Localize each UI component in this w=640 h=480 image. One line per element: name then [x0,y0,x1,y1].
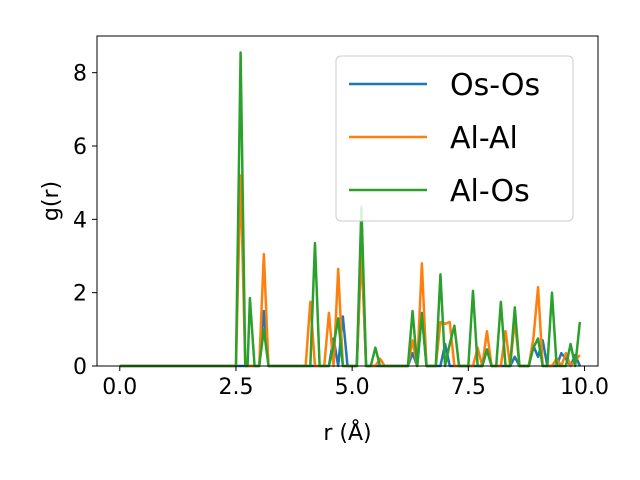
x-tick-label: 5.0 [335,375,370,400]
y-tick-label: 4 [73,208,87,233]
axes-frame [96,35,599,367]
legend-label: Os-Os [450,68,540,103]
y-tick-label: 6 [73,135,87,160]
x-axis-label: r (Å) [323,419,371,446]
x-tick-label: 0.0 [102,375,137,400]
legend: Os-Os Al-Al Al-Os [335,55,574,222]
y-tick-label: 2 [73,282,87,307]
x-tick-label: 7.5 [451,375,486,400]
y-axis-label: g(r) [39,181,64,221]
legend-label: Al-Os [450,174,530,209]
legend-label: Al-Al [450,121,518,156]
y-tick-label: 8 [73,62,87,87]
y-tick-label: 0 [73,355,87,380]
x-tick-label: 10.0 [560,375,609,400]
x-tick-label: 2.5 [218,375,253,400]
legend-box [335,55,574,222]
y-axis-ticks: 0 2 4 6 8 [73,62,97,380]
x-axis-ticks: 0.0 2.5 5.0 7.5 10.0 [102,366,609,400]
